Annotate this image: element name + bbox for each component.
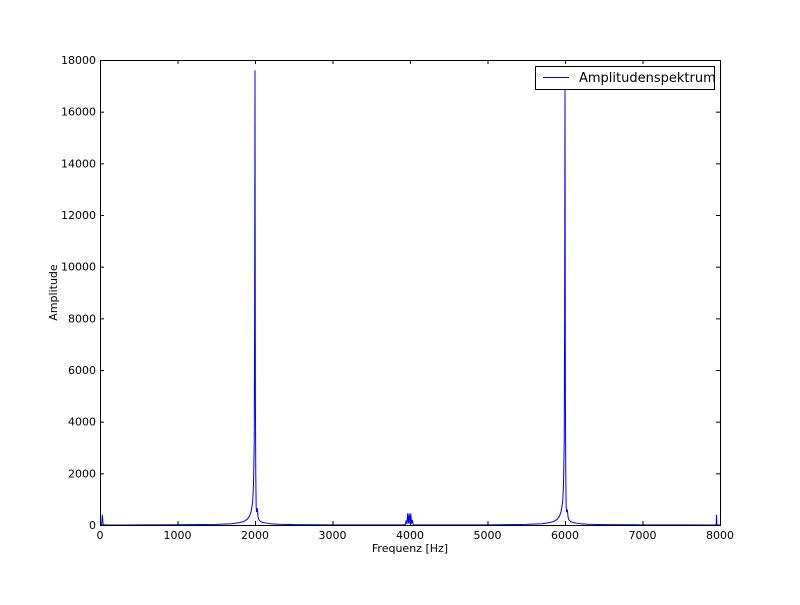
plot-area bbox=[100, 60, 720, 525]
y-tick-label: 18000 bbox=[61, 54, 96, 67]
series-layer bbox=[100, 70, 720, 526]
ticks-layer: 0 1000 2000 3000 4000 5000 6000 7000 8000 0 2000 40… bbox=[61, 54, 734, 542]
y-tick-label: 4000 bbox=[68, 416, 96, 429]
y-tick-label: 14000 bbox=[61, 157, 96, 170]
x-tick-label: 2000 bbox=[241, 529, 269, 542]
y-tick-label: 2000 bbox=[68, 467, 96, 480]
y-tick-label: 8000 bbox=[68, 312, 96, 325]
y-tick-label: 6000 bbox=[68, 364, 96, 377]
legend: Amplitudenspektrum bbox=[535, 66, 716, 90]
x-tick-label: 4000 bbox=[396, 529, 424, 542]
y-tick-label: 10000 bbox=[61, 261, 96, 274]
series-line-0 bbox=[100, 70, 720, 526]
y-tick-label: 0 bbox=[89, 519, 96, 532]
x-tick-label: 6000 bbox=[551, 529, 579, 542]
x-axis-label: Frequenz [Hz] bbox=[372, 542, 448, 555]
legend-entry-label: Amplitudenspektrum bbox=[579, 71, 716, 86]
plot-frame bbox=[100, 60, 721, 526]
y-axis-label: Amplitude bbox=[47, 264, 60, 321]
y-tick-label: 16000 bbox=[61, 106, 96, 119]
legend-box bbox=[535, 66, 715, 90]
x-tick-label: 1000 bbox=[164, 529, 192, 542]
x-tick-label: 8000 bbox=[706, 529, 734, 542]
x-tick-label: 0 bbox=[97, 529, 104, 542]
x-tick-label: 5000 bbox=[474, 529, 502, 542]
x-tick-label: 7000 bbox=[629, 529, 657, 542]
x-tick-label: 3000 bbox=[319, 529, 347, 542]
y-tick-label: 12000 bbox=[61, 209, 96, 222]
